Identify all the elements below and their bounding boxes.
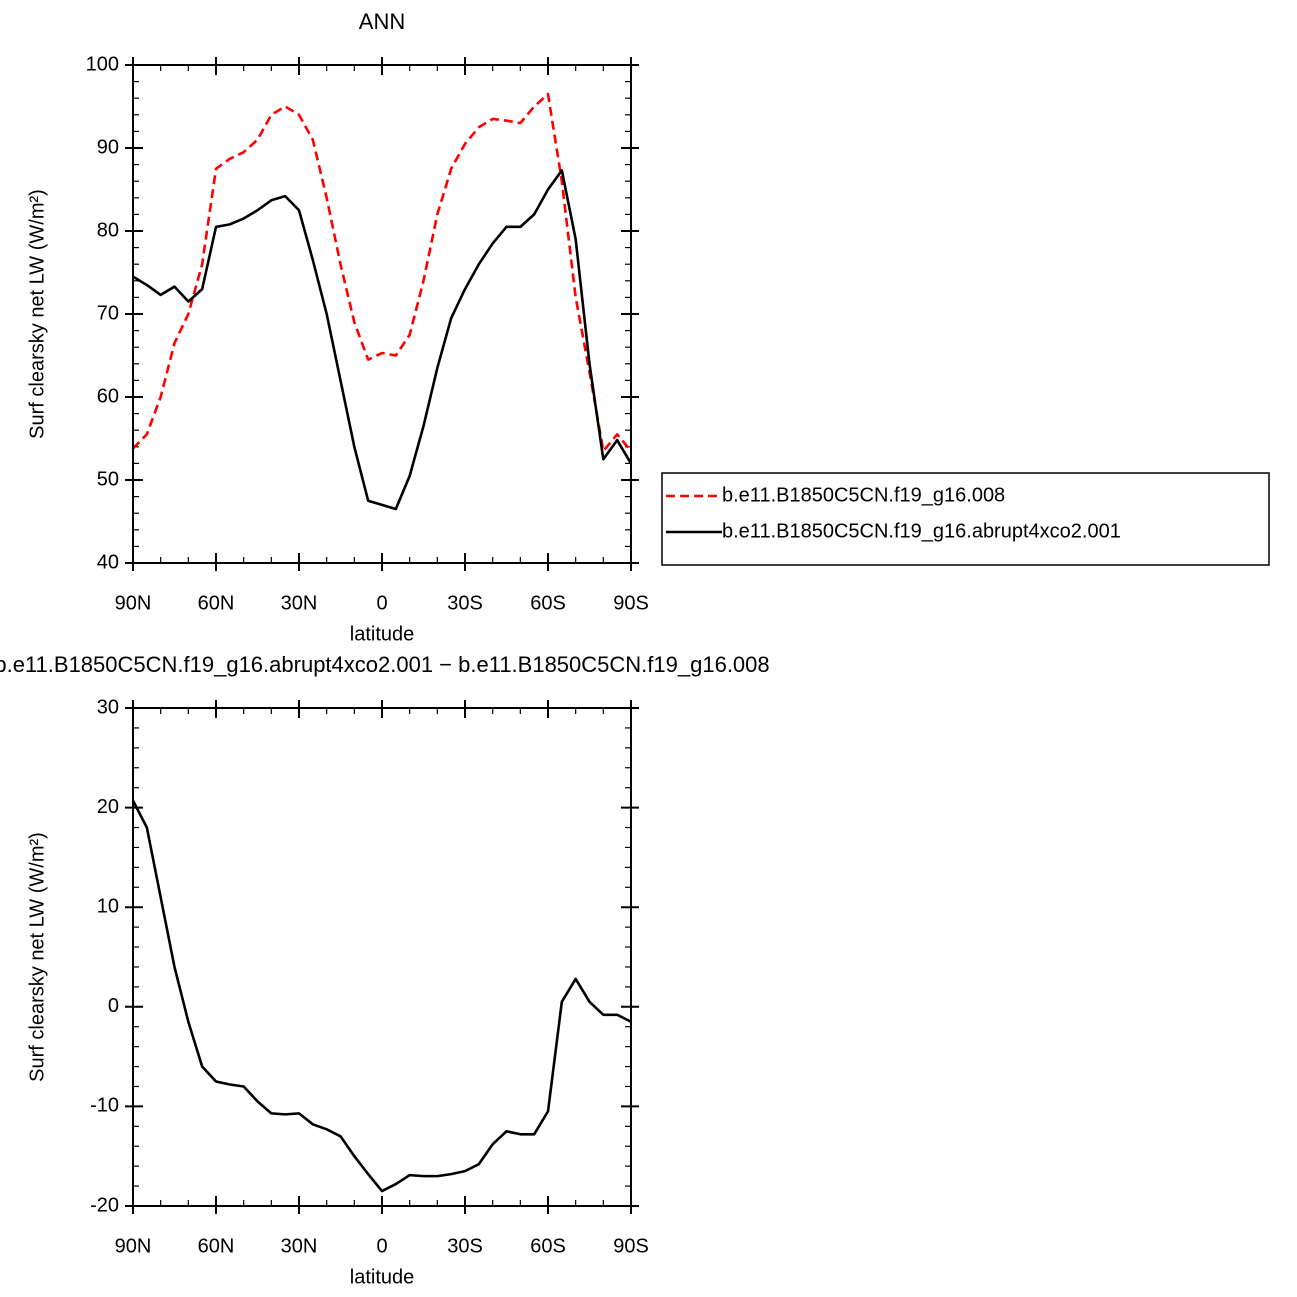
x-tick-label: 0 <box>376 592 387 614</box>
chart-title: b.e11.B1850C5CN.f19_g16.abrupt4xco2.001 … <box>0 652 770 677</box>
y-tick-label: 80 <box>97 219 119 241</box>
legend: b.e11.B1850C5CN.f19_g16.008 b.e11.B1850C5… <box>661 472 1270 566</box>
y-tick-label: 10 <box>97 895 119 917</box>
y-axis-title: Surf clearsky net LW (W/m²) <box>26 189 48 439</box>
x-tick-label: 90N <box>115 592 152 614</box>
y-tick-label: 50 <box>97 468 119 490</box>
x-axis-title: latitude <box>350 623 415 645</box>
plot-frame <box>132 707 632 1207</box>
x-tick-label: 90S <box>613 592 649 614</box>
y-axis-title: Surf clearsky net LW (W/m²) <box>26 832 48 1082</box>
x-tick-label: 90S <box>613 1235 649 1257</box>
x-tick-label: 30N <box>281 1235 318 1257</box>
legend-box <box>661 472 1270 566</box>
data-line <box>131 800 632 1193</box>
y-tick-label: 70 <box>97 302 119 324</box>
x-tick-label: 90N <box>115 1235 152 1257</box>
x-tick-label: 30S <box>447 1235 483 1257</box>
y-tick-label: 20 <box>97 796 119 818</box>
y-tick-label: 100 <box>86 53 119 75</box>
x-tick-label: 60S <box>530 1235 566 1257</box>
y-tick-label: 60 <box>97 385 119 407</box>
plot-frame <box>132 64 632 564</box>
y-tick-label: -10 <box>90 1095 119 1117</box>
legend-label: b.e11.B1850C5CN.f19_g16.008 <box>722 484 1005 506</box>
data-line <box>132 92 632 453</box>
x-tick-label: 30N <box>281 592 318 614</box>
x-tick-label: 0 <box>376 1235 387 1257</box>
x-tick-label: 60N <box>198 592 235 614</box>
x-tick-label: 30S <box>447 592 483 614</box>
y-tick-label: -20 <box>90 1194 119 1216</box>
x-axis-title: latitude <box>350 1266 415 1288</box>
chart-title: ANN <box>359 9 405 34</box>
y-tick-label: 0 <box>108 995 119 1017</box>
data-line <box>132 169 633 511</box>
legend-label: b.e11.B1850C5CN.f19_g16.abrupt4xco2.001 <box>722 520 1121 542</box>
y-tick-label: 30 <box>97 696 119 718</box>
x-tick-label: 60N <box>198 1235 235 1257</box>
y-tick-label: 40 <box>97 551 119 573</box>
y-tick-label: 90 <box>97 136 119 158</box>
x-tick-label: 60S <box>530 592 566 614</box>
